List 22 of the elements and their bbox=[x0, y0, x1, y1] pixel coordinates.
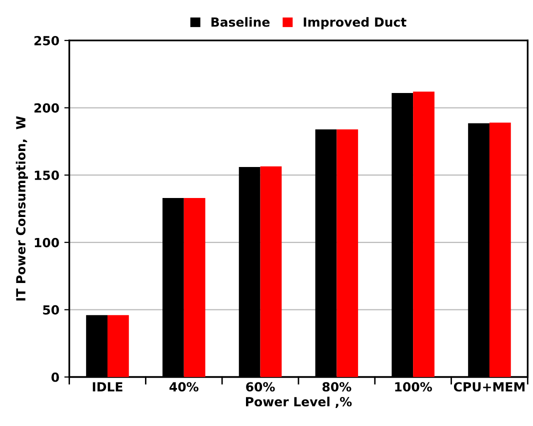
bar bbox=[336, 129, 358, 378]
y-axis-title: IT Power Consumption, W bbox=[16, 116, 28, 300]
bar bbox=[489, 122, 511, 378]
legend-label: Baseline bbox=[211, 17, 270, 27]
y-tick-label: 200 bbox=[34, 103, 59, 113]
x-tick-label: 40% bbox=[169, 382, 198, 392]
x-tick-label: CPU+MEM bbox=[454, 382, 525, 392]
y-tick-label: 150 bbox=[34, 170, 59, 180]
x-tick-label: 100% bbox=[395, 382, 432, 392]
x-tick-label: 80% bbox=[322, 382, 352, 392]
bar bbox=[107, 315, 129, 378]
legend-label: Improved Duct bbox=[304, 17, 406, 30]
y-tick-label: 250 bbox=[34, 36, 59, 46]
y-tick-label: 100 bbox=[34, 238, 59, 248]
y-tick-label: 0 bbox=[51, 372, 59, 382]
bar bbox=[184, 198, 206, 378]
x-axis-title: Power Level ,% bbox=[246, 396, 352, 408]
x-tick-label: 60% bbox=[246, 382, 275, 392]
bar bbox=[260, 166, 282, 378]
x-tick-label: IDLE bbox=[92, 382, 122, 392]
bar bbox=[413, 92, 434, 378]
y-tick-label: 50 bbox=[43, 305, 59, 315]
